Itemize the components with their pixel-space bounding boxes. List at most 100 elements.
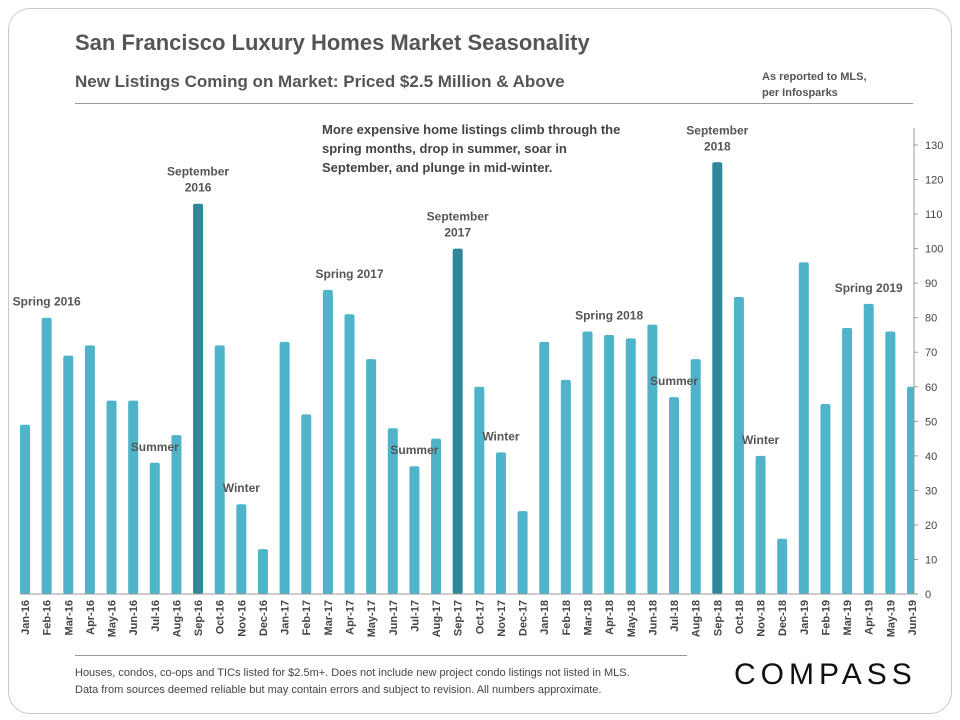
bar-Feb-19 bbox=[820, 404, 831, 594]
x-tick-label: Feb-17 bbox=[301, 600, 313, 635]
x-tick-label: Jan-17 bbox=[280, 600, 292, 635]
bar-Dec-17 bbox=[517, 511, 528, 594]
x-tick-label: Mar-17 bbox=[323, 600, 335, 635]
bar-Jun-16 bbox=[128, 400, 139, 594]
annotation-label: Summer bbox=[650, 374, 698, 388]
bar-Sep-16 bbox=[193, 203, 204, 594]
bar-Nov-18 bbox=[755, 455, 766, 594]
bar-May-19 bbox=[885, 331, 896, 594]
bar-Dec-16 bbox=[257, 549, 268, 594]
bar-Oct-17 bbox=[474, 386, 485, 594]
bar-Feb-17 bbox=[301, 414, 312, 594]
bar-Nov-16 bbox=[236, 504, 247, 594]
bar-Jun-19 bbox=[907, 386, 914, 594]
x-tick-label: Mar-19 bbox=[842, 600, 854, 635]
bar-Apr-16 bbox=[84, 345, 95, 594]
bar-Mar-18 bbox=[582, 331, 593, 594]
x-tick-label: Apr-16 bbox=[85, 600, 97, 635]
x-tick-label: Sep-18 bbox=[712, 600, 724, 636]
bar-May-17 bbox=[366, 359, 377, 594]
bar-Mar-16 bbox=[63, 355, 74, 594]
bar-May-16 bbox=[106, 400, 117, 594]
x-tick-label: Sep-16 bbox=[193, 600, 205, 636]
source-note: As reported to MLS, per Infosparks bbox=[762, 69, 912, 101]
x-tick-label: May-16 bbox=[107, 600, 119, 637]
x-tick-label: May-17 bbox=[366, 600, 378, 637]
x-tick-label: Jun-17 bbox=[388, 600, 400, 635]
header-divider bbox=[75, 103, 913, 104]
x-tick-label: Nov-18 bbox=[756, 600, 768, 637]
bar-Jul-17 bbox=[409, 466, 420, 594]
annotation-label: September bbox=[167, 165, 229, 179]
x-tick-label: Jan-18 bbox=[539, 600, 551, 635]
bar-Jul-16 bbox=[149, 462, 160, 594]
y-tick-label: 50 bbox=[925, 416, 937, 428]
x-tick-label: Mar-18 bbox=[582, 600, 594, 635]
y-tick-label: 70 bbox=[925, 347, 937, 359]
x-tick-label: Aug-16 bbox=[171, 600, 183, 637]
annotation-label: Winter bbox=[742, 433, 780, 447]
x-tick-label: Dec-16 bbox=[258, 600, 270, 636]
x-tick-label: May-19 bbox=[885, 600, 897, 637]
bar-Jan-18 bbox=[539, 341, 550, 594]
x-tick-label: Oct-16 bbox=[215, 600, 227, 634]
y-tick-label: 0 bbox=[925, 589, 931, 601]
y-tick-label: 10 bbox=[925, 554, 937, 566]
y-tick-label: 60 bbox=[925, 382, 937, 394]
x-tick-label: Jul-17 bbox=[409, 600, 421, 632]
annotation-label: 2016 bbox=[185, 181, 212, 195]
bar-Jan-17 bbox=[279, 341, 290, 594]
annotation-label: Summer bbox=[390, 443, 438, 457]
bar-Apr-19 bbox=[863, 303, 874, 594]
x-tick-label: Dec-17 bbox=[518, 600, 530, 636]
y-tick-label: 80 bbox=[925, 313, 937, 325]
bar-Mar-19 bbox=[842, 328, 853, 594]
bar-Oct-16 bbox=[214, 345, 225, 594]
x-tick-label: Aug-17 bbox=[431, 600, 443, 637]
x-tick-label: Jul-16 bbox=[150, 600, 162, 632]
bar-Aug-17 bbox=[431, 438, 442, 594]
chart-commentary: More expensive home listings climb throu… bbox=[322, 122, 621, 175]
x-tick-label: Feb-18 bbox=[561, 600, 573, 635]
annotation-label: Spring 2017 bbox=[315, 267, 383, 281]
x-tick-label: Nov-17 bbox=[496, 600, 508, 637]
x-tick-label: Oct-18 bbox=[734, 600, 746, 634]
x-tick-label: Jun-18 bbox=[647, 600, 659, 635]
chart-title: San Francisco Luxury Homes Market Season… bbox=[75, 30, 590, 55]
bar-Jul-18 bbox=[669, 397, 680, 594]
x-tick-label: May-18 bbox=[626, 600, 638, 637]
bar-May-18 bbox=[625, 338, 636, 594]
bar-Dec-18 bbox=[777, 538, 788, 594]
x-tick-label: Jul-18 bbox=[669, 600, 681, 632]
bar-Oct-18 bbox=[733, 296, 744, 594]
bar-Apr-18 bbox=[604, 334, 615, 594]
bar-Feb-16 bbox=[41, 317, 52, 594]
bar-Mar-17 bbox=[322, 290, 333, 594]
annotation-label: Winter bbox=[482, 429, 520, 443]
bar-Sep-18 bbox=[712, 162, 723, 594]
bar-Sep-17 bbox=[452, 248, 463, 594]
annotation-label: Summer bbox=[131, 440, 179, 454]
x-tick-label: Aug-18 bbox=[691, 600, 703, 637]
annotation-label: 2017 bbox=[444, 226, 471, 240]
x-tick-label: Apr-17 bbox=[345, 600, 357, 635]
bar-Jan-19 bbox=[798, 262, 809, 594]
x-tick-label: Jun-19 bbox=[907, 600, 919, 635]
y-tick-label: 120 bbox=[925, 175, 943, 187]
footer-divider bbox=[75, 655, 687, 656]
x-tick-label: Feb-16 bbox=[42, 600, 54, 635]
y-tick-label: 90 bbox=[925, 278, 937, 290]
annotation-label: Spring 2019 bbox=[835, 281, 903, 295]
y-tick-label: 40 bbox=[925, 451, 937, 463]
footer-notes: Houses, condos, co-ops and TICs listed f… bbox=[75, 665, 630, 699]
bar-Jan-16 bbox=[20, 424, 30, 594]
annotation-label: Spring 2016 bbox=[13, 295, 81, 309]
x-tick-label: Oct-17 bbox=[474, 600, 486, 634]
footer-line: Houses, condos, co-ops and TICs listed f… bbox=[75, 667, 630, 679]
y-tick-label: 130 bbox=[925, 140, 943, 152]
bar-Aug-16 bbox=[171, 435, 182, 594]
compass-logo: COMPASS bbox=[734, 658, 917, 691]
x-tick-label: Jun-16 bbox=[128, 600, 140, 635]
footer-line: Data from sources deemed reliable but ma… bbox=[75, 684, 602, 696]
